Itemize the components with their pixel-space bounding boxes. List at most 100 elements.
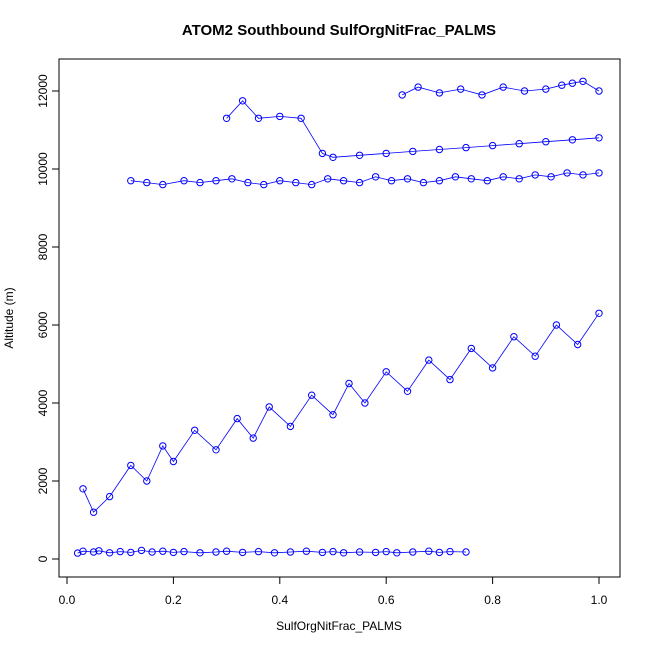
x-tick-label: 1.0 bbox=[591, 593, 608, 607]
data-point bbox=[302, 547, 311, 555]
data-point bbox=[382, 547, 390, 556]
x-tick-label: 0.4 bbox=[271, 593, 288, 607]
series-4 bbox=[398, 77, 603, 99]
data-point bbox=[409, 548, 417, 556]
data-point bbox=[371, 173, 380, 181]
data-point bbox=[238, 97, 247, 105]
data-point bbox=[382, 368, 390, 376]
data-point bbox=[457, 85, 465, 93]
data-point bbox=[79, 485, 87, 493]
data-point bbox=[212, 446, 220, 454]
data-point bbox=[425, 356, 433, 364]
x-axis-label: SulfOrgNitFrac_PALMS bbox=[276, 619, 402, 633]
data-point bbox=[180, 547, 188, 556]
data-point bbox=[478, 91, 486, 99]
data-point bbox=[462, 548, 470, 556]
data-point bbox=[446, 547, 454, 556]
chart-title: ATOM2 Southbound SulfOrgNitFrac_PALMS bbox=[182, 22, 496, 39]
data-point bbox=[382, 149, 390, 158]
data-point bbox=[180, 177, 188, 185]
data-point bbox=[563, 169, 571, 177]
data-point bbox=[595, 169, 603, 177]
data-point bbox=[435, 89, 444, 97]
y-tick-label: 4000 bbox=[36, 389, 50, 416]
data-point bbox=[579, 171, 587, 179]
data-point bbox=[260, 180, 268, 189]
data-point bbox=[228, 175, 236, 183]
data-point bbox=[308, 391, 316, 399]
data-point bbox=[339, 549, 348, 557]
data-point bbox=[483, 177, 491, 185]
data-point bbox=[105, 549, 114, 557]
data-point bbox=[276, 177, 284, 185]
y-tick-label: 12000 bbox=[36, 74, 50, 108]
data-point bbox=[403, 387, 412, 395]
data-point bbox=[403, 175, 412, 183]
series-line bbox=[226, 100, 600, 158]
data-point bbox=[329, 153, 337, 162]
data-point bbox=[435, 145, 444, 154]
data-point bbox=[435, 177, 444, 185]
data-point bbox=[515, 175, 523, 183]
data-point bbox=[89, 548, 98, 556]
data-point bbox=[409, 147, 417, 156]
data-point bbox=[276, 112, 284, 121]
data-point bbox=[371, 548, 380, 557]
data-point bbox=[361, 399, 369, 407]
data-point bbox=[531, 352, 539, 360]
data-point bbox=[595, 87, 603, 95]
data-point bbox=[318, 548, 327, 557]
x-tick-label: 0.0 bbox=[59, 593, 76, 607]
data-point bbox=[419, 178, 428, 187]
data-point bbox=[127, 177, 135, 185]
data-point bbox=[520, 87, 529, 95]
data-point bbox=[292, 178, 300, 187]
data-point bbox=[579, 77, 587, 86]
data-point bbox=[89, 508, 98, 516]
y-tick-label: 8000 bbox=[36, 233, 50, 260]
data-point bbox=[196, 178, 204, 187]
data-point bbox=[425, 547, 433, 555]
data-point bbox=[265, 403, 273, 411]
data-point bbox=[515, 140, 523, 148]
data-point bbox=[355, 178, 364, 187]
data-point bbox=[552, 321, 561, 329]
data-point bbox=[159, 442, 167, 450]
data-point bbox=[446, 375, 454, 384]
series-0 bbox=[73, 546, 470, 557]
data-point bbox=[398, 91, 406, 99]
x-tick-label: 0.6 bbox=[378, 593, 395, 607]
data-point bbox=[196, 549, 204, 557]
series-1 bbox=[79, 309, 603, 516]
data-point bbox=[531, 171, 539, 179]
data-point bbox=[542, 138, 550, 146]
data-point bbox=[499, 83, 507, 91]
data-point bbox=[558, 81, 566, 89]
x-tick-label: 0.8 bbox=[484, 593, 501, 607]
data-point bbox=[393, 549, 401, 557]
data-point bbox=[355, 151, 364, 160]
data-point bbox=[318, 149, 327, 158]
data-point bbox=[191, 426, 199, 434]
data-point bbox=[568, 136, 577, 144]
data-point bbox=[249, 434, 257, 442]
data-point bbox=[462, 143, 470, 152]
data-point bbox=[143, 178, 151, 187]
data-point bbox=[286, 422, 295, 431]
data-point bbox=[95, 547, 103, 555]
data-point bbox=[595, 134, 603, 142]
data-point bbox=[127, 461, 135, 470]
y-tick-label: 10000 bbox=[36, 152, 50, 186]
data-point bbox=[324, 175, 332, 183]
x-axis: 0.0 0.2 0.4 0.6 0.8 1.0 bbox=[59, 576, 608, 607]
data-point bbox=[488, 141, 497, 150]
data-point bbox=[143, 477, 151, 485]
data-point bbox=[233, 414, 241, 423]
data-point bbox=[79, 547, 87, 555]
data-point bbox=[169, 548, 178, 557]
series-2 bbox=[127, 169, 603, 189]
data-point bbox=[355, 548, 364, 556]
data-point bbox=[148, 548, 156, 556]
